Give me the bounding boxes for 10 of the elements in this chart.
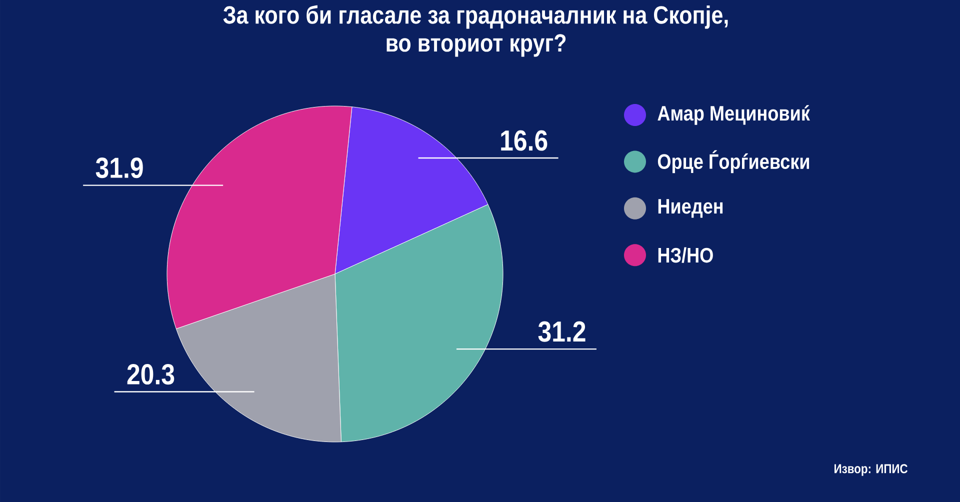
data-label: 20.3: [127, 364, 174, 385]
data-label: 16.6: [501, 130, 548, 151]
text: Извор: ИПИС: [834, 464, 908, 476]
data-label: 31.2: [538, 321, 586, 342]
legend-label: Орце Ѓорѓиевски: [658, 150, 810, 174]
legend-label: Ниеден: [658, 199, 723, 218]
chart-title: За кого би гласале за градоначалник на Скопје, во вториот круг?: [223, 5, 728, 57]
legend-label: Амар Мециновиќ: [658, 105, 810, 125]
data-label: 31.9: [96, 158, 143, 178]
legend-label: НЗ/НО: [658, 247, 713, 263]
